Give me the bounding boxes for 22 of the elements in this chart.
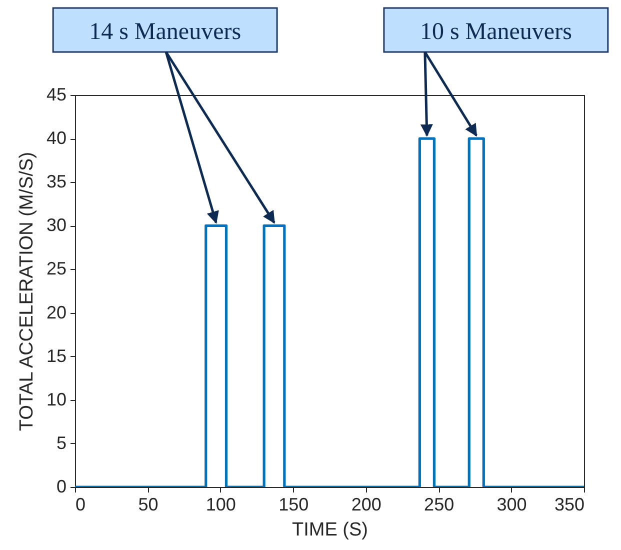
y-tick-label: 15	[46, 346, 66, 366]
x-tick-label: 50	[138, 494, 158, 514]
y-axis-title: TOTAL ACCELERATION (M/S/S)	[16, 152, 38, 432]
y-tick-label: 30	[46, 215, 66, 236]
x-tick-label: 250	[424, 494, 454, 514]
x-tick-label: 100	[206, 494, 236, 514]
y-tick-label: 40	[46, 128, 66, 148]
annotation: 10 s Maneuvers	[420, 19, 572, 45]
x-tick-label: 300	[496, 494, 527, 514]
x-tick-label: 0	[76, 494, 86, 514]
y-tick-label: 25	[46, 258, 66, 279]
y-tick-label: 0	[56, 476, 66, 496]
x-tick-label: 200	[351, 494, 382, 514]
annotation: 14 s Maneuvers	[89, 19, 242, 45]
y-tick-label: 35	[46, 172, 66, 192]
x-axis-title: TIME (S)	[292, 520, 368, 540]
x-tick-label: 150	[278, 494, 309, 514]
x-tick-label: 350	[554, 494, 584, 514]
y-tick-label: 45	[46, 84, 66, 104]
y-tick-label: 20	[46, 302, 66, 322]
y-tick-label: 5	[56, 432, 66, 453]
y-tick-label: 10	[46, 389, 66, 410]
